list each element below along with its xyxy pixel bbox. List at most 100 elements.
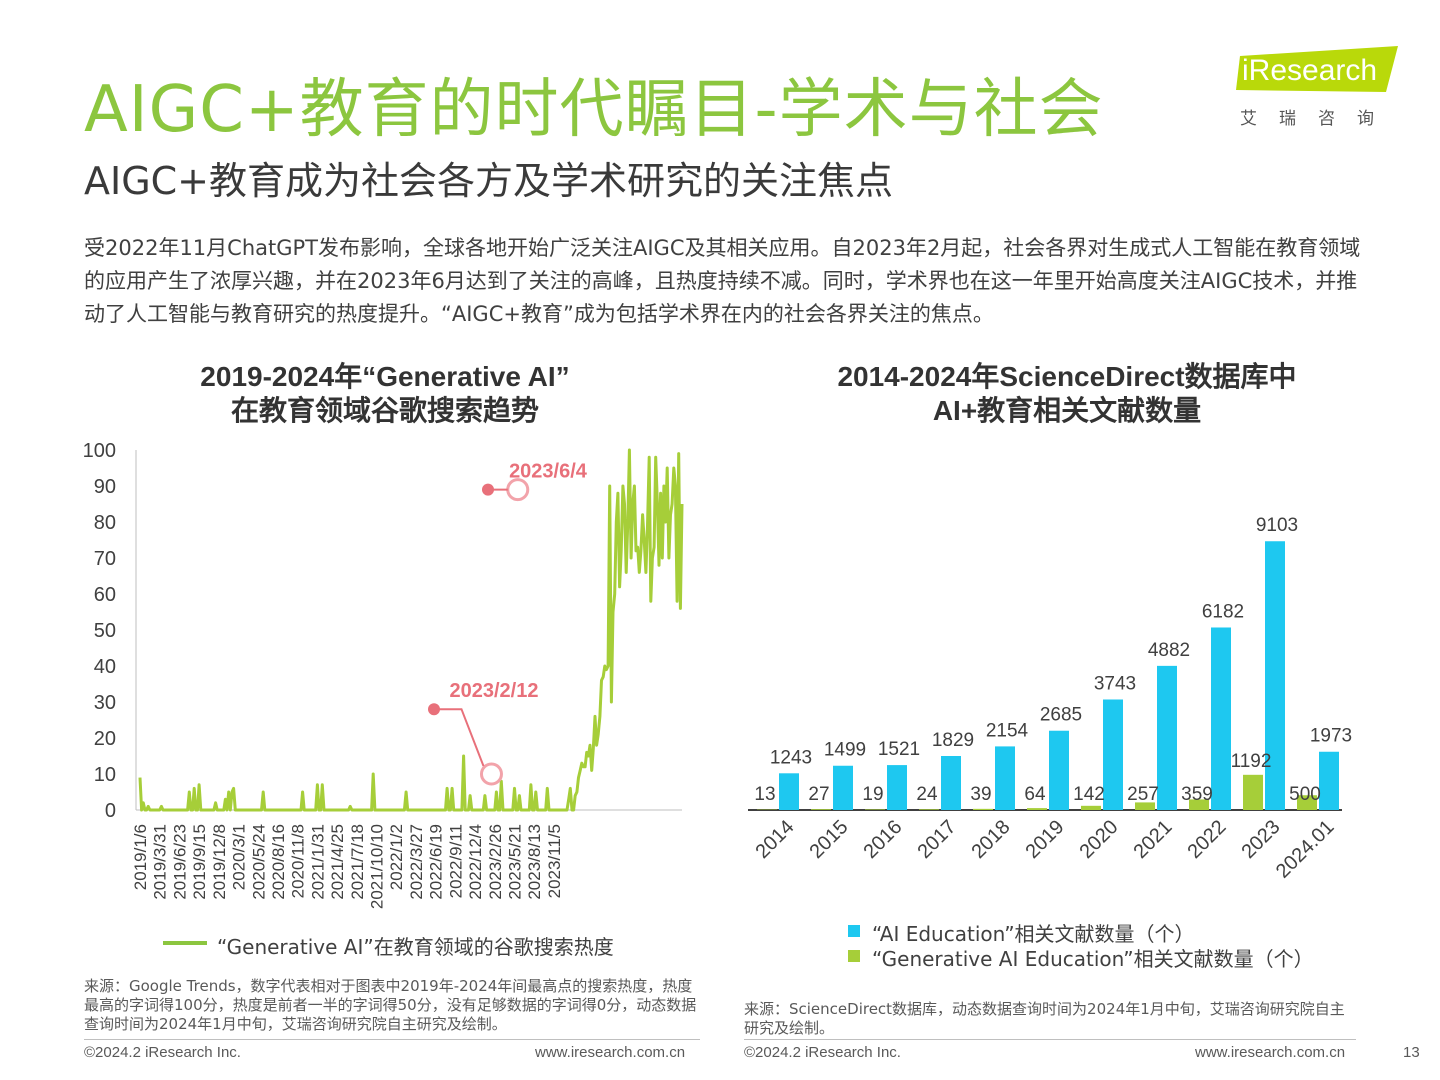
bar-ai-education — [1211, 627, 1231, 810]
y-tick-label: 80 — [94, 512, 116, 534]
bar-genai-education — [973, 808, 993, 810]
genai-value-label: 24 — [916, 784, 938, 805]
y-tick-label: 40 — [94, 656, 116, 678]
left-source-note: 来源：Google Trends，数字代表相对于图表中2019年-2024年间最… — [84, 977, 697, 1033]
page-title: AIGC+教育的时代瞩目-学术与社会 — [84, 73, 1104, 147]
x-tick-label: 2019/1/6 — [131, 824, 150, 890]
bar-ai-education — [1157, 665, 1177, 810]
category-label: 2021 — [1130, 816, 1177, 863]
annotation-leader — [434, 708, 485, 767]
x-tick-label: 2022/3/27 — [407, 824, 426, 900]
y-tick-label: 60 — [94, 584, 116, 606]
bar-genai-education — [1243, 774, 1263, 810]
bar-genai-education — [919, 809, 939, 810]
y-tick-label: 50 — [94, 620, 116, 642]
bar-legend-swatch-ai — [848, 925, 860, 937]
x-tick-label: 2020/11/8 — [289, 824, 308, 898]
bar-chart-title: 2014-2024年ScienceDirect数据库中 AI+教育相关文献数量 — [760, 360, 1374, 428]
x-tick-label: 2019/6/23 — [170, 824, 189, 900]
category-label: 2019 — [1022, 816, 1069, 863]
x-tick-label: 2019/3/31 — [151, 824, 170, 900]
genai-value-label: 257 — [1127, 784, 1159, 805]
genai-value-label: 142 — [1073, 784, 1105, 805]
annotation-label: 2023/2/12 — [450, 680, 539, 702]
bar-ai-education — [779, 773, 799, 810]
ai-value-label: 1973 — [1310, 726, 1352, 747]
bar-ai-education — [833, 765, 853, 810]
category-label: 2015 — [806, 816, 853, 863]
bar-ai-education — [1319, 751, 1339, 810]
x-tick-label: 2021/10/10 — [368, 824, 387, 909]
search-trend-line — [138, 448, 684, 812]
bar-genai-education — [1081, 805, 1101, 810]
bar-genai-education — [1189, 799, 1209, 810]
ai-value-label: 1829 — [932, 730, 974, 751]
bar-chart-title-line2: AI+教育相关文献数量 — [932, 395, 1202, 426]
line-chart-title: 2019-2024年“Generative AI” 在教育领域谷歌搜索趋势 — [90, 360, 680, 428]
genai-value-label: 1192 — [1231, 751, 1272, 772]
annotation-dot — [482, 483, 494, 496]
ai-value-label: 2685 — [1040, 705, 1082, 726]
bar-chart-title-line1: 2014-2024年ScienceDirect数据库中 — [837, 361, 1297, 392]
genai-value-label: 39 — [970, 784, 991, 805]
genai-value-label: 64 — [1024, 784, 1046, 805]
ai-value-label: 3743 — [1094, 673, 1136, 694]
ai-value-label: 9103 — [1256, 515, 1298, 536]
ai-value-label: 2154 — [986, 720, 1029, 741]
x-tick-label: 2023/2/26 — [486, 824, 505, 900]
bar-genai-education — [865, 809, 885, 810]
category-label: 2017 — [914, 816, 961, 863]
bar-genai-education — [1297, 795, 1317, 810]
logo-subtext: 艾瑞咨询 — [1240, 109, 1396, 129]
annotation-label: 2023/6/4 — [509, 461, 588, 483]
line-chart-title-line1: 2019-2024年“Generative AI” — [200, 361, 570, 392]
y-tick-label: 90 — [94, 476, 116, 498]
bar-ai-education — [1049, 730, 1069, 810]
x-tick-label: 2022/6/19 — [427, 824, 446, 900]
genai-value-label: 359 — [1181, 784, 1213, 805]
bar-legend-label-genai: “Generative AI Education”相关文献数量（个） — [872, 947, 1314, 971]
x-tick-label: 2021/7/18 — [348, 824, 367, 900]
category-label: 2024.01 — [1272, 816, 1339, 883]
x-tick-label: 2022/9/11 — [446, 824, 465, 898]
x-tick-label: 2021/4/25 — [328, 824, 347, 900]
x-tick-label: 2022/12/4 — [466, 824, 485, 900]
genai-value-label: 27 — [808, 784, 829, 805]
intro-paragraph: 受2022年11月ChatGPT发布影响，全球各地开始广泛关注AIGC及其相关应… — [84, 236, 1361, 326]
category-label: 2014 — [752, 816, 799, 863]
genai-value-label: 19 — [862, 784, 883, 805]
bar-ai-education — [995, 746, 1015, 810]
footer-website-right: www.iresearch.com.cn — [1195, 1044, 1346, 1061]
category-label: 2023 — [1238, 816, 1285, 863]
footer-website-left: www.iresearch.com.cn — [535, 1044, 686, 1061]
category-label: 2018 — [968, 816, 1015, 863]
x-tick-label: 2022/1/2 — [387, 824, 406, 890]
footer-divider-right — [744, 1039, 1356, 1040]
category-label: 2022 — [1184, 816, 1231, 863]
genai-value-label: 500 — [1289, 784, 1321, 805]
line-chart-title-line2: 在教育领域谷歌搜索趋势 — [230, 395, 539, 426]
bar-ai-education — [887, 765, 907, 810]
line-legend-swatch — [163, 941, 207, 945]
page-subtitle: AIGC+教育成为社会各方及学术研究的关注焦点 — [84, 159, 894, 203]
ai-value-label: 4882 — [1148, 640, 1190, 661]
line-legend-label: “Generative AI”在教育领域的谷歌搜索热度 — [217, 935, 614, 959]
category-label: 2016 — [860, 816, 907, 863]
bar-ai-education — [1103, 699, 1123, 810]
page-number: 13 — [1403, 1044, 1420, 1061]
footer-copyright-left: ©2024.2 iResearch Inc. — [84, 1044, 241, 1061]
y-tick-label: 70 — [94, 548, 116, 570]
genai-value-label: 13 — [754, 784, 775, 805]
y-tick-label: 0 — [105, 800, 116, 822]
x-tick-label: 2021/1/31 — [308, 824, 327, 900]
annotation-circle — [479, 762, 503, 786]
bar-ai-education — [1265, 541, 1285, 810]
bar-genai-education — [1027, 808, 1047, 810]
x-tick-label: 2020/3/1 — [230, 824, 249, 890]
footer-copyright-right: ©2024.2 iResearch Inc. — [744, 1044, 901, 1061]
ai-value-label: 1521 — [878, 739, 920, 760]
x-tick-label: 2023/5/21 — [505, 824, 524, 900]
bar-genai-education — [811, 809, 831, 810]
y-tick-label: 20 — [94, 728, 116, 750]
